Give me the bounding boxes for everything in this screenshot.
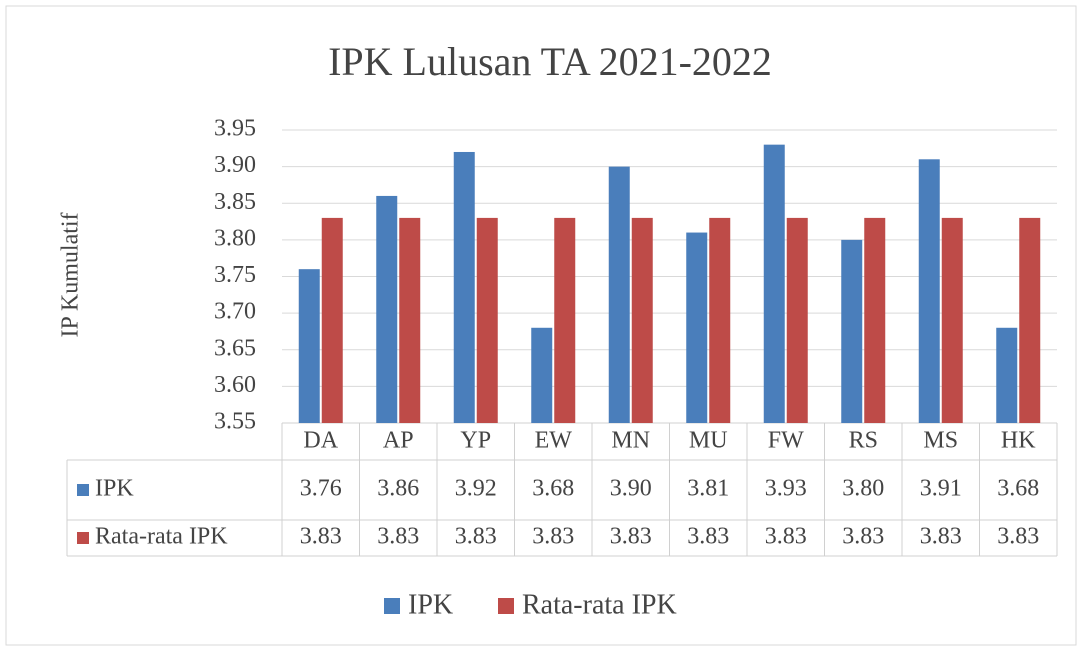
bar — [1019, 217, 1041, 423]
y-tick-label: 3.80 — [214, 225, 256, 251]
legend-swatch — [384, 598, 400, 614]
y-tick-label: 3.60 — [214, 372, 256, 398]
table-cell: 3.83 — [532, 524, 574, 550]
table-cell: 3.83 — [455, 524, 497, 550]
table-cell: 3.92 — [455, 476, 497, 502]
table-cell: 3.83 — [842, 524, 884, 550]
bar — [864, 217, 886, 423]
bar — [763, 144, 785, 423]
chart-border — [5, 5, 1077, 646]
table-cell: 3.83 — [377, 524, 419, 550]
bar — [531, 327, 553, 423]
bar — [321, 217, 343, 423]
table-cell: 3.91 — [920, 476, 962, 502]
table-cell: 3.76 — [300, 476, 342, 502]
legend-label: Rata-rata IPK — [522, 589, 677, 620]
bar — [376, 195, 398, 423]
y-tick-label: 3.85 — [214, 189, 256, 215]
x-tick-label: DA — [303, 428, 338, 454]
table-cell: 3.83 — [300, 524, 342, 550]
table-row-label: Rata-rata IPK — [95, 524, 228, 550]
bar — [298, 269, 320, 423]
bar — [918, 159, 940, 424]
table-swatch — [77, 484, 89, 496]
y-tick-label: 3.95 — [214, 116, 256, 142]
x-tick-label: FW — [768, 428, 804, 454]
x-tick-label: AP — [383, 428, 414, 454]
bar — [453, 151, 475, 423]
table-cell: 3.81 — [687, 476, 729, 502]
y-tick-label: 3.65 — [214, 335, 256, 361]
table-cell: 3.93 — [765, 476, 807, 502]
table-cell: 3.83 — [765, 524, 807, 550]
table-swatch — [77, 532, 89, 544]
bar — [709, 217, 731, 423]
bar — [996, 327, 1018, 423]
legend-swatch — [498, 598, 514, 614]
legend-label: IPK — [408, 589, 453, 620]
table-cell: 3.90 — [610, 476, 652, 502]
table-cell: 3.68 — [532, 476, 574, 502]
bar — [631, 217, 653, 423]
table-cell: 3.80 — [842, 476, 884, 502]
bar — [554, 217, 576, 423]
y-axis-label: IP Kumulatif — [58, 212, 84, 337]
y-tick-label: 3.90 — [214, 152, 256, 178]
bar — [476, 217, 498, 423]
table-cell: 3.68 — [997, 476, 1039, 502]
x-tick-label: EW — [535, 428, 573, 454]
table-row-label: IPK — [95, 476, 134, 502]
y-tick-label: 3.55 — [214, 409, 256, 435]
table-cell: 3.83 — [687, 524, 729, 550]
bar — [686, 232, 708, 423]
x-tick-label: MN — [611, 428, 650, 454]
table-cell: 3.86 — [377, 476, 419, 502]
bar — [608, 166, 630, 423]
x-tick-label: HK — [1001, 428, 1036, 454]
chart-title: IPK Lulusan TA 2021-2022 — [328, 39, 772, 84]
x-tick-label: YP — [460, 428, 491, 454]
table-cell: 3.83 — [610, 524, 652, 550]
x-tick-label: MS — [923, 428, 958, 454]
table-cell: 3.83 — [997, 524, 1039, 550]
bar — [786, 217, 808, 423]
y-tick-label: 3.75 — [214, 262, 256, 288]
bar — [941, 217, 963, 423]
x-tick-label: MU — [689, 428, 728, 454]
bar — [841, 239, 863, 423]
y-tick-label: 3.70 — [214, 299, 256, 325]
bar — [399, 217, 421, 423]
x-tick-label: RS — [849, 428, 878, 454]
table-cell: 3.83 — [920, 524, 962, 550]
